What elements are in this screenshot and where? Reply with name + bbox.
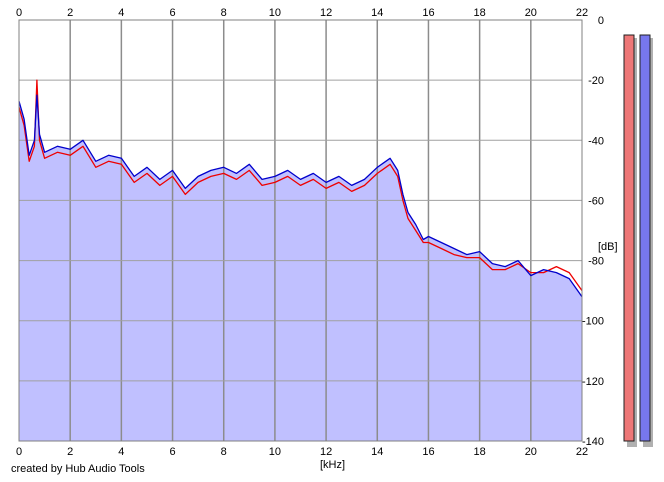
- x-tick-label-bottom: 0: [16, 446, 22, 458]
- x-tick-label-top: 20: [525, 7, 537, 19]
- x-tick-label-top: 12: [320, 7, 332, 19]
- y-tick-label: -100: [582, 316, 604, 328]
- x-tick-label-bottom: 12: [320, 446, 332, 458]
- y-tick-label: -20: [588, 75, 604, 87]
- level-meter-left: [623, 34, 635, 442]
- y-tick-label: -120: [582, 376, 604, 388]
- level-meter-right: [639, 34, 651, 442]
- level-meters: [623, 34, 653, 447]
- x-tick-label-bottom: 16: [422, 446, 434, 458]
- x-tick-label-top: 2: [67, 7, 73, 19]
- x-tick-label-bottom: 14: [371, 446, 383, 458]
- x-axis-label: [kHz]: [320, 459, 345, 471]
- x-tick-label-top: 10: [269, 7, 281, 19]
- x-tick-label-top: 18: [474, 7, 486, 19]
- x-tick-label-top: 6: [169, 7, 175, 19]
- x-tick-label-top: 14: [371, 7, 383, 19]
- x-tick-label-bottom: 4: [118, 446, 124, 458]
- series-line-blue: [18, 94, 583, 298]
- x-tick-label-bottom: 8: [221, 446, 227, 458]
- y-tick-label: -80: [588, 256, 604, 268]
- y-tick-labels: 0 -20 -40 -60 -80 -100 -120 -140: [582, 15, 604, 448]
- spectrum-fill-area: [19, 95, 582, 441]
- x-tick-label-bottom: 10: [269, 446, 281, 458]
- credit-text: created by Hub Audio Tools: [11, 463, 145, 475]
- series-line-red: [18, 79, 583, 291]
- x-tick-label-bottom: 22: [576, 446, 588, 458]
- x-tick-label-top: 8: [221, 7, 227, 19]
- plot-area: [18, 19, 583, 442]
- x-tick-label-top: 16: [422, 7, 434, 19]
- x-tick-label-bottom: 20: [525, 446, 537, 458]
- x-tick-label-bottom: 2: [67, 446, 73, 458]
- y-tick-label: -140: [582, 436, 604, 448]
- x-tick-labels-top: 0 2 4 6 8 10 12 14 16 18 20 22: [16, 7, 588, 19]
- x-tick-labels-bottom: 0 2 4 6 8 10 12 14 16 18 20 22: [16, 446, 588, 458]
- x-tick-label-top: 0: [16, 7, 22, 19]
- x-tick-label-top: 4: [118, 7, 124, 19]
- y-tick-label: -40: [588, 135, 604, 147]
- plot-frame: [18, 19, 583, 442]
- y-tick-label: 0: [598, 15, 604, 27]
- x-tick-label-bottom: 6: [169, 446, 175, 458]
- x-tick-label-top: 22: [576, 7, 588, 19]
- series-layer: [18, 79, 583, 298]
- x-tick-label-bottom: 18: [474, 446, 486, 458]
- y-tick-label: -60: [588, 195, 604, 207]
- spectrum-fill-layer: [19, 95, 582, 441]
- y-axis-label: [dB]: [598, 241, 618, 253]
